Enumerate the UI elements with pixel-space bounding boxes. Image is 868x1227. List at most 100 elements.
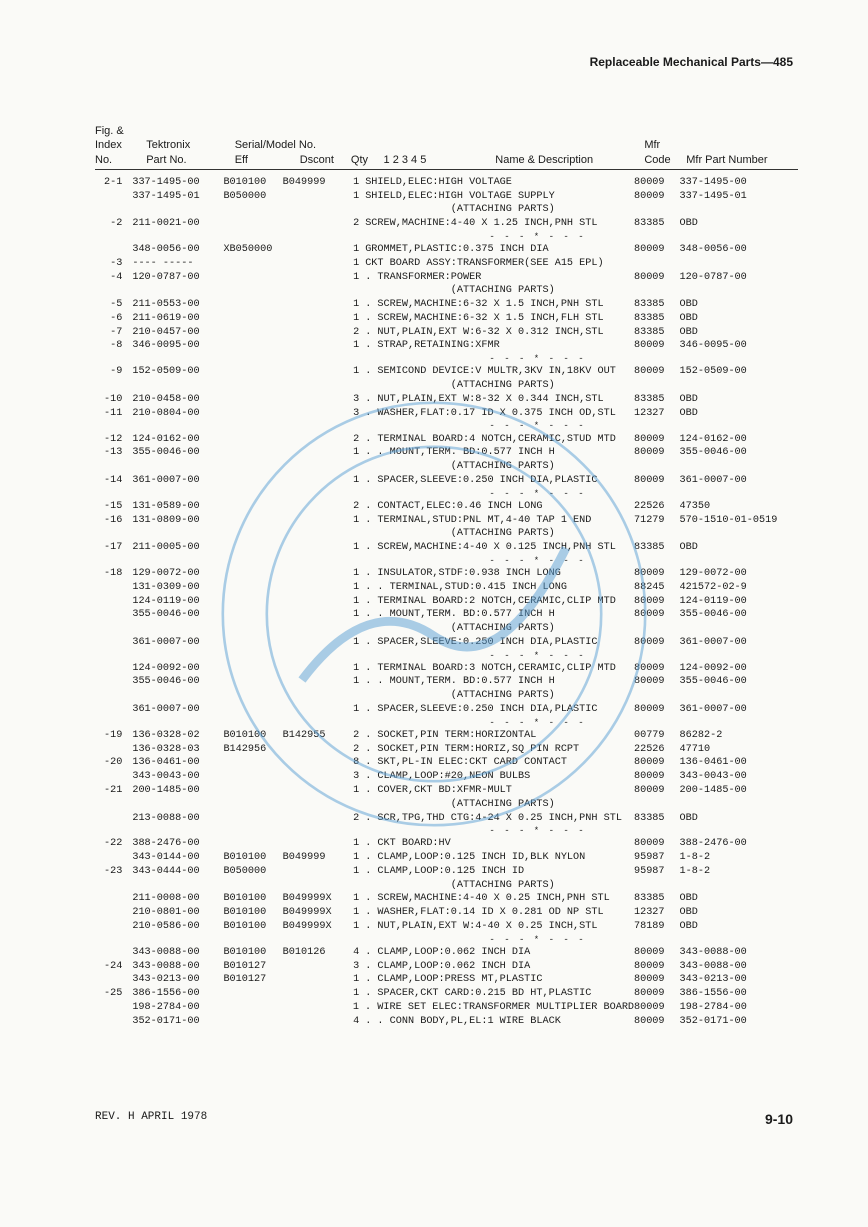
cell-qty: 1 <box>342 636 365 650</box>
cell-eff <box>223 514 282 528</box>
cell-dscont <box>283 271 342 285</box>
cell-index: -10 <box>95 393 132 407</box>
cell-part: 152-0509-00 <box>132 365 223 379</box>
cell-qty: 1 <box>342 365 365 379</box>
cell-mfr: 80009 <box>634 973 680 987</box>
cell-eff <box>223 675 282 689</box>
cell-part: 211-0021-00 <box>132 217 223 231</box>
cell-dscont <box>283 474 342 488</box>
cell-desc: . SEMICOND DEVICE:V MULTR,3KV IN,18KV OU… <box>365 365 634 379</box>
revision-text: REV. H APRIL 1978 <box>95 1111 207 1127</box>
cell-eff <box>223 365 282 379</box>
cell-qty: 1 <box>342 865 365 879</box>
cell-index: -16 <box>95 514 132 528</box>
cell-mfr: 80009 <box>634 1001 680 1015</box>
cell-index <box>95 1015 132 1029</box>
cell-index <box>95 675 132 689</box>
cell-dscont <box>283 743 342 757</box>
cell-index <box>95 946 132 960</box>
cell-eff <box>223 500 282 514</box>
cell-part <box>132 622 223 636</box>
cell-qty: 1 <box>342 920 365 934</box>
cell-dscont <box>283 865 342 879</box>
cell-index: -18 <box>95 567 132 581</box>
cell-mpn: OBD <box>680 312 798 326</box>
cell-mfr: 80009 <box>634 987 680 1001</box>
cell-dscont <box>283 703 342 717</box>
cell-qty: 1 <box>342 312 365 326</box>
cell-mfr: 22526 <box>634 743 680 757</box>
cell-mpn: 355-0046-00 <box>680 446 798 460</box>
cell-desc: . . TERMINAL,STUD:0.415 INCH LONG <box>365 581 634 595</box>
cell-index <box>95 906 132 920</box>
cell-index <box>95 920 132 934</box>
cell-index: -5 <box>95 298 132 312</box>
cell-mfr: 88245 <box>634 581 680 595</box>
cell-desc: . SCREW,MACHINE:4-40 X 0.125 INCH,PNH ST… <box>365 541 634 555</box>
cell-desc: . SCREW,MACHINE:6-32 X 1.5 INCH,FLH STL <box>365 312 634 326</box>
cell-mpn: 152-0509-00 <box>680 365 798 379</box>
table-row: 136-0328-03B1429562. SOCKET,PIN TERM:HOR… <box>95 743 798 757</box>
table-row: 355-0046-001. . MOUNT,TERM. BD:0.577 INC… <box>95 675 798 689</box>
cell-qty: 1 <box>342 837 365 851</box>
cell-index: -12 <box>95 433 132 447</box>
cell-mpn: 570-1510-01-0519 <box>680 514 798 528</box>
cell-index <box>95 527 132 541</box>
cell-part <box>132 460 223 474</box>
cell-desc: . . MOUNT,TERM. BD:0.577 INCH H <box>365 608 634 622</box>
cell-part: 343-0088-00 <box>132 960 223 974</box>
cell-qty: 4 <box>342 946 365 960</box>
cell-index: -25 <box>95 987 132 1001</box>
cell-eff <box>223 257 282 271</box>
cell-mfr <box>634 460 680 474</box>
cell-eff <box>223 1015 282 1029</box>
section-header: Replaceable Mechanical Parts—485 <box>95 55 798 69</box>
cell-dscont: B049999 <box>283 176 342 190</box>
table-row: -17211-0005-001. SCREW,MACHINE:4-40 X 0.… <box>95 541 798 555</box>
cell-index: -15 <box>95 500 132 514</box>
cell-eff <box>223 527 282 541</box>
cell-part: 198-2784-00 <box>132 1001 223 1015</box>
cell-dscont <box>283 243 342 257</box>
cell-qty <box>342 379 365 393</box>
cell-mpn: 1-8-2 <box>680 865 798 879</box>
cell-dscont <box>283 756 342 770</box>
table-row: -4120-0787-001. TRANSFORMER:POWER8000912… <box>95 271 798 285</box>
cell-mfr: 80009 <box>634 243 680 257</box>
cell-mpn: 355-0046-00 <box>680 675 798 689</box>
cell-eff <box>223 298 282 312</box>
table-row: -14361-0007-001. SPACER,SLEEVE:0.250 INC… <box>95 474 798 488</box>
table-row: -19136-0328-02B010100B1429552. SOCKET,PI… <box>95 729 798 743</box>
cell-qty: 3 <box>342 393 365 407</box>
table-row: -9152-0509-001. SEMICOND DEVICE:V MULTR,… <box>95 365 798 379</box>
cell-desc: (ATTACHING PARTS) <box>365 879 634 893</box>
cell-mfr <box>634 689 680 703</box>
cell-eff <box>223 326 282 340</box>
cell-desc: (ATTACHING PARTS) <box>365 379 634 393</box>
cell-index: -13 <box>95 446 132 460</box>
cell-part <box>132 879 223 893</box>
cell-desc: (ATTACHING PARTS) <box>365 798 634 812</box>
cell-dscont <box>283 339 342 353</box>
cell-mpn: 421572-02-9 <box>680 581 798 595</box>
cell-dscont <box>283 284 342 298</box>
table-row: (ATTACHING PARTS) <box>95 622 798 636</box>
cell-dscont <box>283 973 342 987</box>
cell-dscont <box>283 636 342 650</box>
cell-desc: . INSULATOR,STDF:0.938 INCH LONG <box>365 567 634 581</box>
table-row: 2-1337-1495-00B010100B0499991SHIELD,ELEC… <box>95 176 798 190</box>
cell-dscont: B049999X <box>283 920 342 934</box>
cell-index <box>95 190 132 204</box>
cell-mpn: 120-0787-00 <box>680 271 798 285</box>
cell-part: 361-0007-00 <box>132 703 223 717</box>
cell-mpn: 361-0007-00 <box>680 636 798 650</box>
cell-dscont <box>283 190 342 204</box>
cell-qty: 1 <box>342 243 365 257</box>
cell-mpn: 343-0043-00 <box>680 770 798 784</box>
cell-index <box>95 622 132 636</box>
cell-dscont <box>283 500 342 514</box>
cell-desc: SHIELD,ELEC:HIGH VOLTAGE SUPPLY <box>365 190 634 204</box>
cell-dscont <box>283 298 342 312</box>
cell-eff <box>223 756 282 770</box>
cell-index <box>95 743 132 757</box>
